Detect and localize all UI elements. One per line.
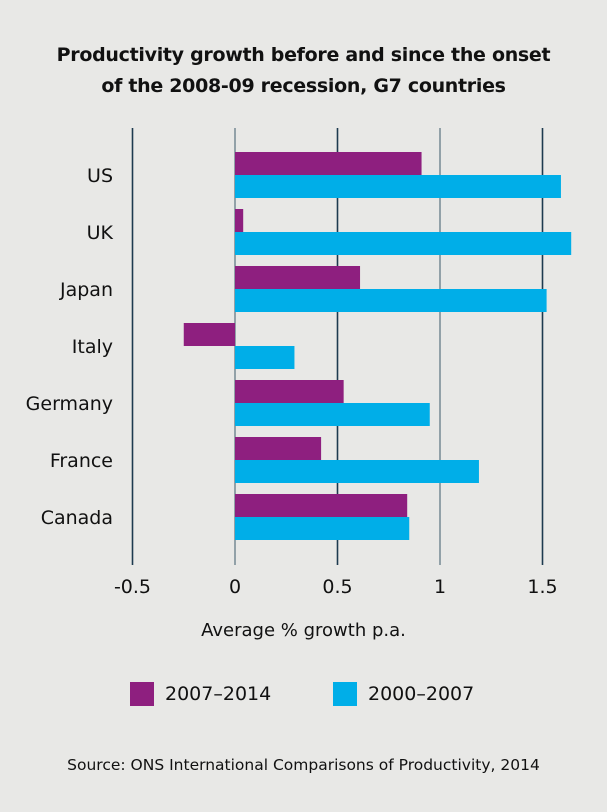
bar-france-2007-2014: [235, 437, 322, 460]
x-tick-label: 1.5: [527, 576, 557, 598]
chart-title-line-2: of the 2008-09 recession, G7 countries: [101, 75, 506, 97]
bar-us-2000-2007: [235, 175, 561, 198]
bar-uk-2007-2014: [235, 209, 244, 232]
x-tick-label: 1: [434, 576, 446, 598]
legend-item-2000-2007: 2000–2007: [333, 682, 474, 706]
gridlines: [131, 128, 544, 565]
legend-swatch-purple: [130, 682, 154, 706]
legend-swatch-blue: [333, 682, 357, 706]
legend-label: 2000–2007: [368, 683, 475, 705]
x-tick-label: 0.5: [322, 576, 352, 598]
chart-title-line-1: Productivity growth before and since the…: [56, 44, 551, 66]
bar-canada-2007-2014: [235, 494, 408, 517]
x-tick-label: 0: [229, 576, 241, 598]
legend: 2007–2014 2000–2007: [0, 682, 607, 710]
category-label: Italy: [72, 336, 113, 358]
bar-canada-2000-2007: [235, 517, 410, 540]
category-label: Japan: [59, 279, 113, 301]
bar-japan-2000-2007: [235, 289, 547, 312]
bar-chart: US UK Japan Italy Germany France Canada -0.5 0 0…: [26, 128, 572, 598]
category-labels: US UK Japan Italy Germany France Canada: [26, 165, 114, 529]
bar-germany-2007-2014: [235, 380, 344, 403]
x-axis-label: Average % growth p.a.: [201, 620, 406, 641]
x-tick-labels: -0.5 0 0.5 1 1.5: [114, 576, 558, 598]
bar-uk-2000-2007: [235, 232, 572, 255]
bar-us-2007-2014: [235, 152, 422, 175]
bar-germany-2000-2007: [235, 403, 430, 426]
bar-japan-2007-2014: [235, 266, 361, 289]
category-label: Germany: [26, 393, 113, 415]
bar-italy-2007-2014: [183, 323, 235, 346]
category-label: France: [50, 450, 113, 472]
source-note: Source: ONS International Comparisons of…: [67, 756, 540, 774]
category-label: UK: [87, 222, 114, 244]
bar-italy-2000-2007: [235, 346, 295, 369]
legend-item-2007-2014: 2007–2014: [130, 682, 271, 706]
x-tick-label: -0.5: [114, 576, 151, 598]
category-label: Canada: [41, 507, 113, 529]
chart-title: Productivity growth before and since the…: [0, 40, 607, 102]
category-label: US: [87, 165, 113, 187]
legend-label: 2007–2014: [165, 683, 272, 705]
bar-france-2000-2007: [235, 460, 479, 483]
bars: [183, 152, 572, 540]
